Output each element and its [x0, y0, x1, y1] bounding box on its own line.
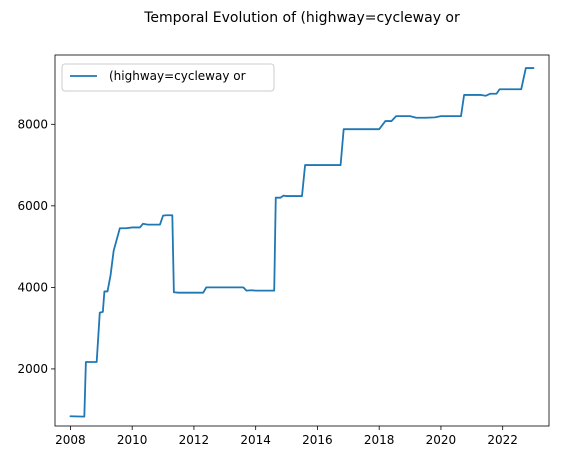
legend-box	[61, 63, 275, 92]
plot-frame	[54, 54, 550, 427]
chart-title: Temporal Evolution of (highway=cycleway …	[143, 10, 460, 26]
y-tick-label: 6000	[17, 199, 48, 213]
x-tick-label: 2014	[240, 433, 271, 447]
x-tick-label: 2012	[179, 433, 210, 447]
x-tick-label: 2010	[117, 433, 148, 447]
x-tick-label: 2016	[302, 433, 333, 447]
axes: 2008 2010 2012 2014 2016 2018 2020 2022 2000 4000…	[17, 54, 550, 447]
series-line	[69, 67, 535, 418]
y-tick-label: 2000	[17, 362, 48, 376]
legend-label: (highway=cycleway or	[109, 69, 246, 83]
legend: (highway=cycleway or	[61, 63, 275, 92]
x-tick-label: 2008	[55, 433, 86, 447]
y-tick-label: 8000	[17, 117, 48, 131]
plot-area	[69, 67, 535, 418]
x-tick-label: 2022	[487, 433, 518, 447]
x-tick-label: 2018	[364, 433, 395, 447]
y-tick-label: 4000	[17, 280, 48, 294]
x-tick-label: 2020	[426, 433, 457, 447]
